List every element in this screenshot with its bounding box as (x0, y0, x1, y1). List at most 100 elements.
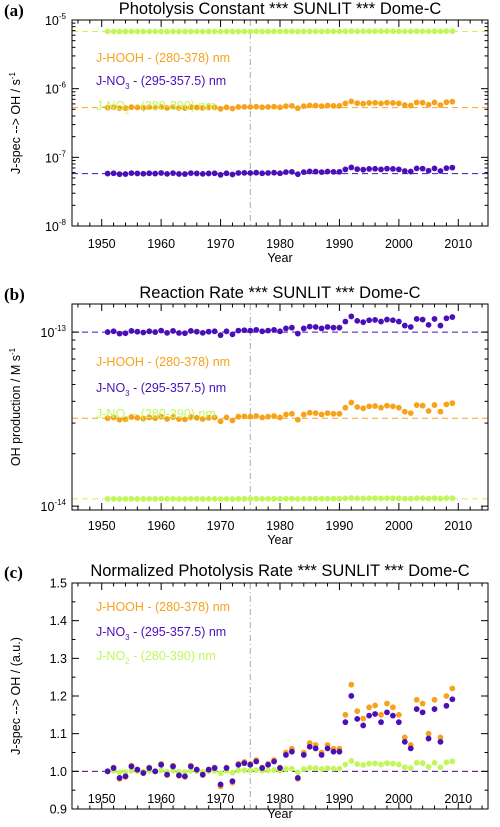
data-point (300, 766, 307, 772)
data-point (229, 778, 236, 785)
data-point (104, 104, 111, 111)
data-point (134, 170, 141, 177)
data-point (265, 170, 272, 176)
data-point (253, 495, 260, 502)
data-point (288, 495, 295, 502)
data-point (104, 170, 111, 177)
data-point (348, 98, 355, 105)
data-point (182, 28, 188, 35)
data-point (437, 28, 444, 35)
data-point (330, 324, 337, 331)
data-point (259, 170, 266, 177)
legend-entry: J-HOOH - (280-378) nm (96, 600, 230, 614)
data-point (395, 166, 402, 173)
data-point (294, 496, 301, 502)
data-point (110, 328, 117, 335)
data-point (259, 765, 266, 771)
data-point (348, 28, 355, 35)
data-point (271, 767, 277, 773)
data-point (176, 330, 182, 336)
x-tick-label: 1990 (326, 519, 354, 533)
data-point (431, 759, 438, 766)
data-point (360, 28, 367, 35)
data-point (378, 28, 384, 35)
data-point (241, 413, 248, 420)
data-point (164, 416, 170, 422)
data-point (193, 104, 200, 111)
data-point (211, 328, 218, 335)
data-point (324, 324, 331, 330)
data-point (354, 761, 361, 768)
data-point (134, 28, 141, 35)
data-point (360, 166, 367, 173)
data-point (247, 495, 254, 502)
data-point (360, 495, 367, 502)
data-point (116, 105, 123, 112)
data-point (395, 719, 402, 726)
data-point (401, 495, 408, 502)
data-point (122, 773, 129, 780)
data-point (187, 28, 194, 35)
data-point (348, 399, 355, 406)
data-point (324, 745, 331, 752)
data-point (342, 711, 349, 718)
data-point (116, 496, 123, 502)
data-point (425, 735, 432, 742)
data-point (443, 99, 450, 106)
data-point (104, 28, 111, 35)
data-point (283, 325, 289, 332)
data-point (247, 767, 254, 774)
data-point (247, 170, 254, 176)
data-point (199, 170, 206, 177)
data-point (294, 416, 301, 423)
data-point (193, 170, 200, 177)
data-point (265, 495, 272, 502)
data-point (425, 763, 432, 770)
data-point (330, 765, 337, 772)
x-axis-label: Year (267, 533, 292, 547)
data-point (419, 402, 426, 409)
data-point (116, 769, 123, 776)
data-point (395, 495, 402, 502)
data-point (187, 763, 194, 770)
data-point (247, 104, 254, 110)
data-point (419, 495, 426, 502)
data-point (170, 767, 176, 774)
data-point (336, 410, 343, 417)
data-point (431, 165, 438, 172)
data-point (271, 326, 277, 333)
chart-panel: Normalized Photolysis Rate *** SUNLIT **… (4, 562, 489, 821)
x-tick-label: 1960 (147, 792, 175, 806)
data-point (318, 28, 325, 35)
data-point (182, 105, 188, 111)
data-point (253, 326, 260, 333)
data-point (342, 404, 349, 411)
data-point (128, 763, 135, 770)
data-point (122, 416, 129, 423)
data-point (247, 28, 254, 35)
data-point (170, 170, 176, 177)
y-tick-label: 10-7 (45, 149, 67, 165)
data-point (211, 28, 218, 35)
data-point (395, 404, 402, 411)
data-point (199, 416, 206, 422)
data-point (176, 28, 182, 35)
data-point (413, 28, 420, 35)
data-point (318, 103, 325, 110)
y-tick-label: 1.5 (50, 577, 67, 591)
data-point (205, 496, 212, 502)
data-point (312, 495, 319, 502)
data-point (449, 400, 456, 407)
data-point (390, 403, 396, 410)
data-point (253, 758, 260, 765)
data-point (288, 168, 295, 175)
data-point (384, 99, 390, 106)
data-point (247, 761, 254, 768)
data-point (235, 761, 242, 768)
data-point (366, 100, 373, 106)
data-point (437, 168, 444, 174)
data-point (134, 414, 141, 421)
data-point (318, 495, 325, 502)
data-point (342, 28, 349, 35)
data-point (217, 105, 224, 112)
